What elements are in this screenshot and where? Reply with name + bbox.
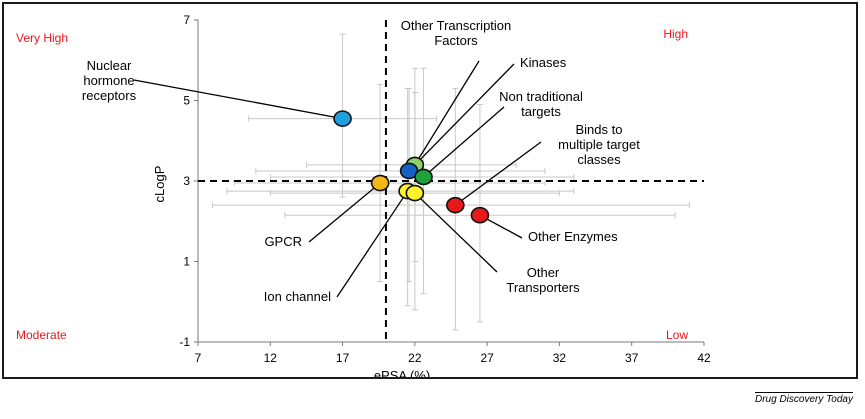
label-line: Other bbox=[527, 265, 560, 280]
point-gpcr bbox=[370, 174, 390, 192]
point-other-transporters bbox=[405, 184, 425, 202]
leader-gpcr bbox=[308, 182, 381, 243]
label-non-traditional-targets: Non traditional targets bbox=[499, 89, 583, 119]
label-gpcr: GPCR bbox=[264, 234, 302, 249]
x-tick-label: 22 bbox=[408, 351, 422, 365]
label-leader-lines bbox=[133, 60, 542, 298]
label-line: Other Enzymes bbox=[528, 229, 618, 244]
label-line: Factors bbox=[434, 33, 478, 48]
label-line: Nuclear bbox=[87, 58, 132, 73]
leader-other-transporters bbox=[414, 192, 498, 273]
x-tick-label: 32 bbox=[553, 351, 567, 365]
x-tick-label: 42 bbox=[697, 351, 711, 365]
y-tick-label: 5 bbox=[183, 94, 190, 108]
scatter-chart: 7 12 17 22 27 32 37 42 -1 1 3 5 7 Nuclear hormone rece… bbox=[16, 13, 711, 383]
leader-kinases bbox=[408, 63, 515, 172]
label-ion-channel: Ion channel bbox=[264, 289, 331, 304]
label-line: Ion channel bbox=[264, 289, 331, 304]
label-line: Transporters bbox=[506, 280, 580, 295]
label-line: GPCR bbox=[264, 234, 302, 249]
label-other-enzymes: Other Enzymes bbox=[528, 229, 618, 244]
leader-ion-channel bbox=[336, 190, 409, 298]
x-tick-label: 12 bbox=[264, 351, 278, 365]
x-tick-label: 17 bbox=[336, 351, 350, 365]
y-tick-label: 1 bbox=[183, 255, 190, 269]
point-labels: Nuclear hormone receptors Other Transcripti… bbox=[82, 18, 640, 304]
leader-binds-to-multiple-target-classes bbox=[454, 141, 542, 206]
x-axis-title: ePSA (%) bbox=[374, 368, 430, 377]
label-line: classes bbox=[577, 152, 621, 167]
y-axis-title: cLogP bbox=[152, 166, 167, 203]
label-line: hormone bbox=[83, 73, 134, 88]
credit-label: Drug Discovery Today bbox=[754, 392, 853, 405]
label-line: Other Transcription bbox=[401, 18, 512, 33]
data-points bbox=[333, 110, 490, 224]
point-other-enzymes bbox=[470, 206, 490, 224]
quadrant-labels: Very High High Moderate Low bbox=[16, 27, 688, 342]
label-line: Kinases bbox=[520, 55, 567, 70]
quadrant-label-moderate: Moderate bbox=[16, 328, 67, 342]
quadrant-label-very-high: Very High bbox=[16, 31, 68, 45]
quadrant-label-high: High bbox=[663, 27, 688, 41]
y-tick-label: 3 bbox=[183, 174, 190, 188]
point-non-traditional-targets bbox=[414, 168, 433, 186]
label-line: targets bbox=[521, 104, 561, 119]
label-line: receptors bbox=[82, 88, 137, 103]
label-line: multiple target bbox=[558, 137, 640, 152]
axis-ticks: 7 12 17 22 27 32 37 42 -1 1 3 5 7 bbox=[179, 13, 711, 365]
y-tick-label: 7 bbox=[183, 13, 190, 27]
label-other-transcription-factors: Other Transcription Factors bbox=[401, 18, 512, 48]
point-nuclear-hormone-receptors bbox=[333, 110, 352, 127]
quadrant-label-low: Low bbox=[666, 328, 688, 342]
y-tick-label: -1 bbox=[179, 335, 190, 349]
error-bars bbox=[211, 33, 691, 331]
label-binds-to-multiple-target-classes: Binds to multiple target classes bbox=[558, 122, 640, 167]
leader-other-transcription-factors bbox=[414, 60, 480, 166]
label-nuclear-hormone-receptors: Nuclear hormone receptors bbox=[82, 58, 137, 103]
point-binds-to-multiple-target-classes bbox=[446, 196, 465, 214]
label-line: Non traditional bbox=[499, 89, 583, 104]
leader-non-traditional-targets bbox=[423, 106, 505, 178]
label-kinases: Kinases bbox=[520, 55, 567, 70]
figure-frame: 7 12 17 22 27 32 37 42 -1 1 3 5 7 Nuclear hormone rece… bbox=[2, 2, 858, 383]
x-tick-label: 37 bbox=[625, 351, 639, 365]
x-tick-label: 27 bbox=[480, 351, 494, 365]
x-tick-label: 7 bbox=[195, 351, 202, 365]
label-other-transporters: Other Transporters bbox=[506, 265, 580, 295]
leader-nuclear-hormone-receptors bbox=[133, 79, 343, 120]
label-line: Binds to bbox=[576, 122, 623, 137]
